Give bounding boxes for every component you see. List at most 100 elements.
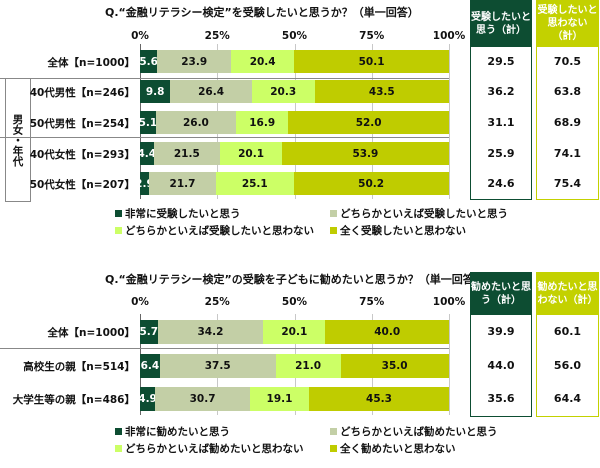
legend-item: 非常に受験したいと思う xyxy=(115,206,241,221)
bar-segment: 20.4 xyxy=(231,50,295,73)
bar-segment: 2.9 xyxy=(135,172,154,195)
legend-label: どちらかといえば勧めたいと思う xyxy=(340,426,498,438)
bar-segment: 25.1 xyxy=(216,172,294,195)
bar-segment: 40.0 xyxy=(325,320,449,344)
total-value: 24.6 xyxy=(487,177,515,190)
row-separator xyxy=(0,348,449,349)
bar-segment: 23.9 xyxy=(157,50,232,73)
legend-label: どちらかといえば受験したいと思わない xyxy=(125,225,314,237)
bar-segment: 30.7 xyxy=(155,387,250,411)
bar-segment: 21.5 xyxy=(153,142,221,165)
legend-swatch xyxy=(115,428,122,435)
axis-tick-label: 75% xyxy=(359,30,385,42)
total-value: 44.0 xyxy=(487,359,515,372)
bar-segment: 19.1 xyxy=(250,387,310,411)
row-label: 50代男性【n=254】 xyxy=(29,118,135,130)
row-label: 全体【n=1000】 xyxy=(47,57,136,69)
axis-tick-label: 100% xyxy=(432,30,466,42)
bar-segment: 35.0 xyxy=(340,354,449,378)
chart-title: Q.“金融リテラシー検定”の受験を子どもに勧めたいと思うか？（単一回答） xyxy=(105,273,485,286)
bar-segment: 26.4 xyxy=(170,80,252,103)
total-value: 75.4 xyxy=(553,177,582,190)
legend-swatch xyxy=(115,227,122,234)
axis-tick-label: 50% xyxy=(281,30,308,42)
header-negative: 勧めたいと思わない（計） xyxy=(536,272,599,315)
total-value: 63.8 xyxy=(553,85,582,98)
bar-segment: 20.3 xyxy=(251,80,315,103)
bar-segment: 16.9 xyxy=(236,111,289,134)
axis-tick-label: 100% xyxy=(432,296,466,308)
bar-segment: 21.0 xyxy=(275,354,341,378)
bar-segment: 45.3 xyxy=(309,387,449,411)
axis-tick-label: 50% xyxy=(281,296,308,308)
legend-label: 非常に受験したいと思う xyxy=(125,208,241,220)
total-value: 74.1 xyxy=(553,147,582,160)
legend-item: 非常に勧めたいと思う xyxy=(115,424,230,439)
row-label: 全体【n=1000】 xyxy=(47,327,136,339)
group-label: 男女・年代 xyxy=(5,78,31,202)
bar-segment: 52.0 xyxy=(288,111,449,134)
row-label: 50代女性【n=207】 xyxy=(29,179,135,191)
legend-item: 全く勧めたいと思わない xyxy=(330,441,456,456)
bar-segment: 9.8 xyxy=(140,80,171,103)
legend-swatch xyxy=(330,445,337,452)
total-value: 60.1 xyxy=(553,325,582,338)
legend-item: 全く受験したいと思わない xyxy=(330,223,466,238)
header-negative: 受験したいと思わない（計） xyxy=(536,0,599,47)
row-label: 高校生の親【n=514】 xyxy=(23,361,135,373)
bar-segment: 37.5 xyxy=(159,354,276,378)
bar-segment: 50.1 xyxy=(294,50,449,73)
total-value: 39.9 xyxy=(487,325,515,338)
row-separator xyxy=(0,137,449,138)
chart-title: Q.“金融リテラシー検定”を受験したいと思うか？（単一回答） xyxy=(105,6,419,19)
header-positive: 受験したいと思う（計） xyxy=(470,0,532,47)
row-label: 大学生等の親【n=486】 xyxy=(12,394,135,406)
axis-tick-label: 75% xyxy=(359,296,385,308)
bar-segment: 6.4 xyxy=(140,354,160,378)
total-value: 31.1 xyxy=(487,116,515,129)
row-separator xyxy=(0,78,449,79)
legend-label: 全く勧めたいと思わない xyxy=(340,443,456,455)
gridline xyxy=(449,44,450,199)
total-value: 25.9 xyxy=(487,147,515,160)
bar-segment: 21.7 xyxy=(148,172,216,195)
axis-tick-label: 25% xyxy=(204,296,230,308)
bar-segment: 4.4 xyxy=(138,142,156,165)
total-value: 35.6 xyxy=(487,392,515,405)
total-value: 64.4 xyxy=(553,392,582,405)
total-value: 68.9 xyxy=(553,116,582,129)
legend-label: どちらかといえば勧めたいと思わない xyxy=(125,443,304,455)
row-label: 40代男性【n=246】 xyxy=(29,87,135,99)
axis-tick-label: 0% xyxy=(131,30,149,42)
bar-segment: 34.2 xyxy=(157,320,264,344)
row-label: 40代女性【n=293】 xyxy=(29,149,135,161)
legend-label: どちらかといえば受験したいと思う xyxy=(340,208,508,220)
total-value: 29.5 xyxy=(487,55,515,68)
total-value: 70.5 xyxy=(553,55,582,68)
axis-tick-label: 0% xyxy=(131,296,149,308)
legend-swatch xyxy=(330,210,337,217)
bar-segment: 26.0 xyxy=(155,111,237,134)
bar-segment: 5.7 xyxy=(140,320,158,344)
bar-segment: 5.6 xyxy=(139,50,158,73)
bar-segment: 5.1 xyxy=(139,111,157,134)
bar-segment: 50.2 xyxy=(293,172,449,195)
total-value: 56.0 xyxy=(553,359,582,372)
bar-segment: 43.5 xyxy=(314,80,449,103)
axis-tick-label: 25% xyxy=(204,30,230,42)
gridline xyxy=(449,314,450,415)
total-value: 36.2 xyxy=(487,85,515,98)
header-positive: 勧めたいと思う（計） xyxy=(470,272,532,315)
legend-swatch xyxy=(330,428,337,435)
legend-label: 非常に勧めたいと思う xyxy=(125,426,230,438)
legend-item: どちらかといえば勧めたいと思わない xyxy=(115,441,304,456)
bar-segment: 4.9 xyxy=(138,387,157,411)
bar-segment: 53.9 xyxy=(282,142,449,165)
bar-segment: 20.1 xyxy=(263,320,326,344)
legend-label: 全く受験したいと思わない xyxy=(340,225,466,237)
legend-swatch xyxy=(330,227,337,234)
legend-item: どちらかといえば勧めたいと思う xyxy=(330,424,498,439)
legend-swatch xyxy=(115,210,122,217)
legend-item: どちらかといえば受験したいと思わない xyxy=(115,223,314,238)
bar-segment: 20.1 xyxy=(220,142,283,165)
